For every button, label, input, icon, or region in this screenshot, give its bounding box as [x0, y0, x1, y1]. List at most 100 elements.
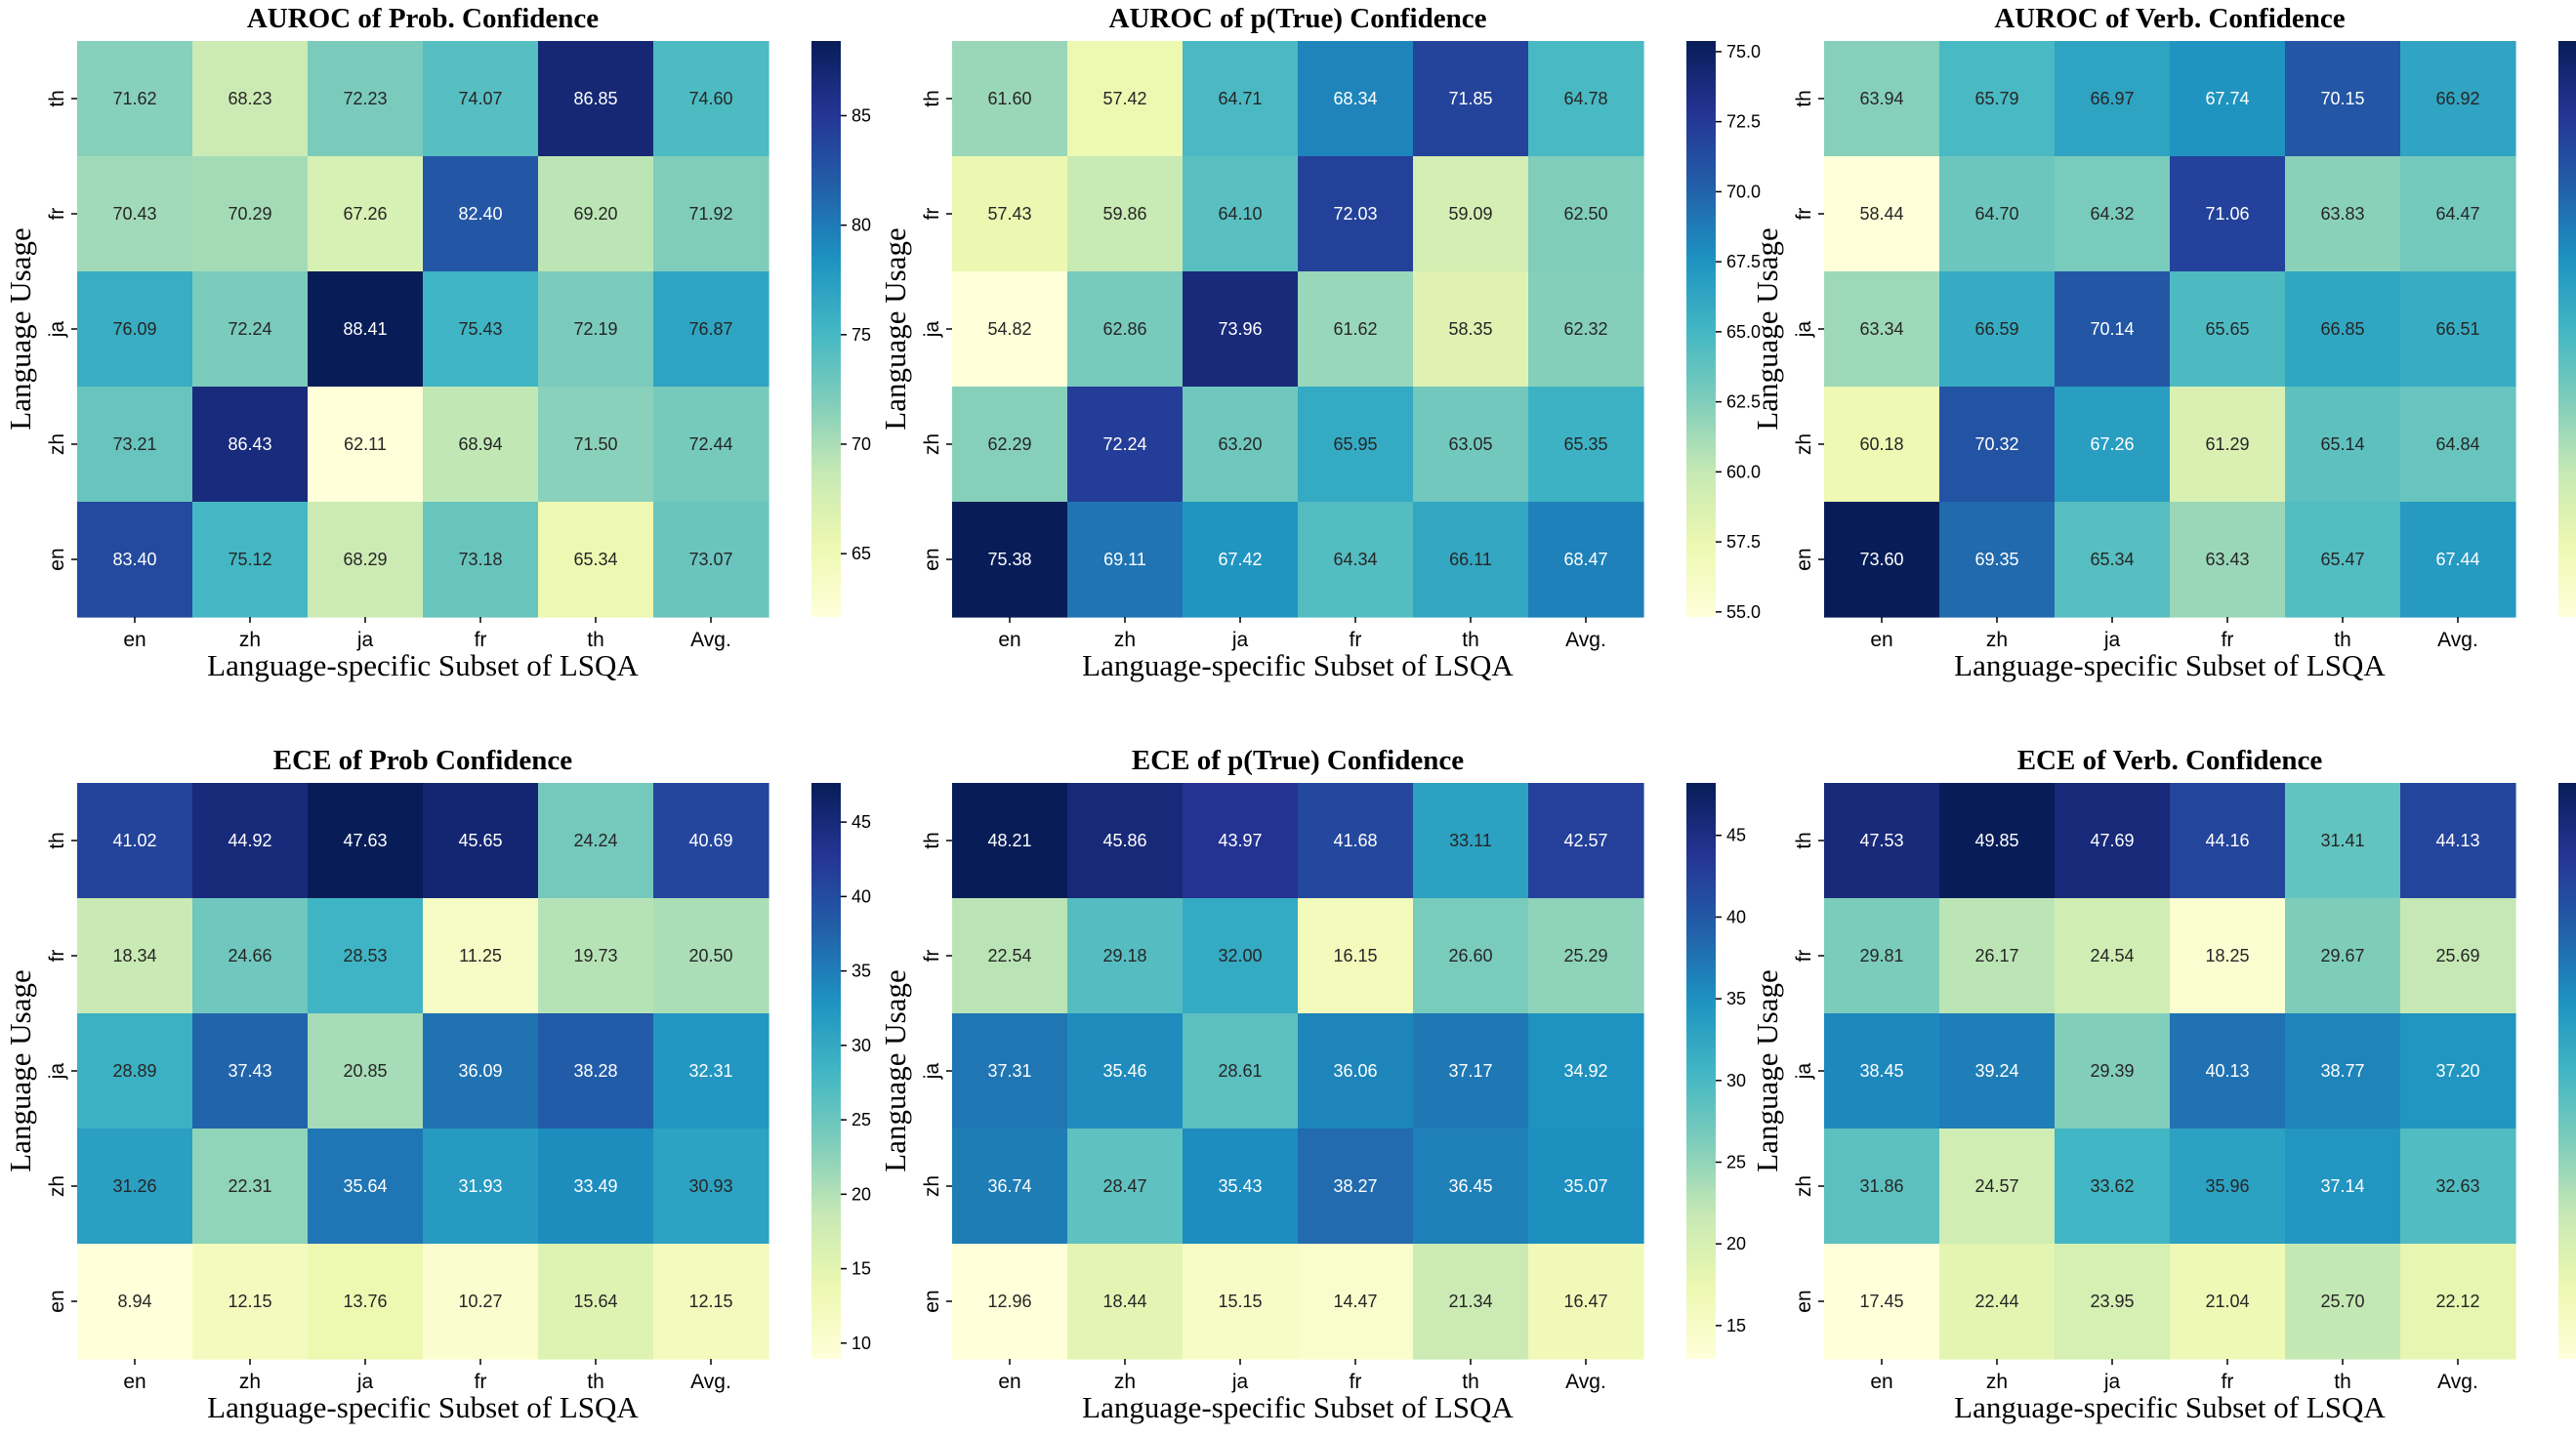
cell-value-label: 63.34 — [1859, 319, 1903, 339]
cell-value-label: 44.13 — [2435, 831, 2479, 850]
heatmap-cell — [308, 156, 424, 272]
cell-value-label: 86.85 — [573, 89, 617, 108]
heatmap-cell — [1824, 783, 1940, 899]
cell-value-label: 70.32 — [1974, 434, 2018, 454]
chart-title: AUROC of Verb. Confidence — [1994, 3, 2345, 34]
cell-value-label: 28.61 — [1218, 1061, 1262, 1081]
cell-value-label: 83.40 — [112, 550, 156, 569]
heatmap-cell — [2400, 1013, 2516, 1129]
heatmap-cell — [2170, 783, 2286, 899]
cell-value-label: 48.21 — [987, 831, 1031, 850]
colorbar-tick-label: 55.0 — [1726, 602, 1761, 622]
heatmap-cell — [423, 41, 539, 157]
cell-value-label: 67.26 — [2090, 434, 2134, 454]
cell-value-label: 66.97 — [2090, 89, 2134, 108]
cell-value-label: 12.96 — [987, 1292, 1031, 1311]
heatmap-cell — [538, 387, 654, 503]
cell-value-label: 64.78 — [1563, 89, 1607, 108]
y-tick-label: zh — [921, 433, 943, 455]
heatmap-cell — [308, 502, 424, 618]
colorbar-tick-label: 45 — [852, 812, 871, 832]
heatmap-cell — [2055, 502, 2171, 618]
y-tick-label: fr — [921, 208, 943, 221]
y-tick-label: zh — [1793, 1175, 1815, 1197]
cell-value-label: 65.95 — [1333, 434, 1377, 454]
heatmap-cell — [2055, 387, 2171, 503]
cell-value-label: 88.41 — [343, 319, 387, 339]
heatmap-cell — [1413, 387, 1529, 503]
heatmap-cell — [423, 1244, 539, 1360]
heatmap-cell — [653, 1013, 769, 1129]
cell-value-label: 66.59 — [1974, 319, 2018, 339]
heatmap-cell — [1824, 156, 1940, 272]
cell-value-label: 21.04 — [2205, 1292, 2249, 1311]
heatmap-cell — [1528, 271, 1644, 388]
cell-value-label: 31.41 — [2320, 831, 2364, 850]
heatmap-cell — [952, 271, 1068, 388]
y-axis-label: Language Usage — [878, 227, 912, 430]
heatmap-cell — [192, 41, 309, 157]
cell-value-label: 72.23 — [343, 89, 387, 108]
x-tick-label: zh — [239, 1371, 261, 1393]
cell-value-label: 66.92 — [2435, 89, 2479, 108]
heatmap-cell — [952, 1244, 1068, 1360]
cell-value-label: 20.50 — [688, 946, 732, 965]
heatmap-cell — [192, 1013, 309, 1129]
cell-value-label: 61.62 — [1333, 319, 1377, 339]
x-axis-label: Language-specific Subset of LSQA — [207, 648, 639, 682]
cell-value-label: 64.70 — [1974, 204, 2018, 224]
heatmap-cell — [77, 156, 193, 272]
y-tick-label: ja — [921, 1063, 943, 1081]
heatmap-cell — [2170, 271, 2286, 388]
cell-value-label: 86.43 — [228, 434, 271, 454]
heatmap-cell — [1528, 1244, 1644, 1360]
x-tick-label: Avg. — [1565, 629, 1606, 651]
heatmap-cell — [952, 41, 1068, 157]
cell-value-label: 18.44 — [1102, 1292, 1146, 1311]
colorbar-tick-label: 65 — [852, 544, 871, 563]
chart-title: AUROC of p(True) Confidence — [1109, 3, 1487, 34]
cell-value-label: 17.45 — [1859, 1292, 1903, 1311]
heatmap-cell — [423, 156, 539, 272]
y-tick-label: zh — [46, 1175, 68, 1197]
y-tick-label: fr — [46, 950, 68, 963]
colorbar-tick-label: 10 — [852, 1334, 871, 1353]
colorbar-tick-label: 30 — [852, 1036, 871, 1055]
cell-value-label: 72.19 — [573, 319, 617, 339]
heatmap-cell — [1939, 1129, 2056, 1245]
heatmap-cell — [2400, 898, 2516, 1014]
cell-value-label: 24.57 — [1974, 1176, 2018, 1196]
y-tick-label: en — [46, 548, 68, 570]
heatmap-panel-3: AUROC of Verb. Confidence 63.94 65.79 66.97… — [1750, 3, 2576, 682]
x-tick-label: zh — [1986, 1371, 2008, 1393]
cell-value-label: 21.34 — [1448, 1292, 1492, 1311]
cell-value-label: 38.45 — [1859, 1061, 1903, 1081]
x-tick-label: fr — [2222, 629, 2234, 651]
cell-value-label: 64.71 — [1218, 89, 1262, 108]
x-tick-label: en — [1870, 629, 1892, 651]
cell-value-label: 57.42 — [1102, 89, 1146, 108]
heatmap-cell — [192, 1244, 309, 1360]
heatmap-cell — [1939, 783, 2056, 899]
cell-value-label: 42.57 — [1563, 831, 1607, 850]
heatmap-cell — [1939, 502, 2056, 618]
y-tick-label: en — [921, 548, 943, 570]
heatmap-cell — [2055, 1013, 2171, 1129]
heatmap-cell — [2400, 783, 2516, 899]
cell-value-label: 28.53 — [343, 946, 387, 965]
cell-value-label: 72.24 — [1102, 434, 1146, 454]
heatmap-cell — [1183, 41, 1299, 157]
heatmap-cell — [1067, 156, 1184, 272]
cell-value-label: 75.43 — [458, 319, 502, 339]
cell-value-label: 62.11 — [344, 434, 387, 454]
heatmap-cell — [538, 1013, 654, 1129]
x-tick-label: zh — [239, 629, 261, 651]
heatmap-cell — [77, 1244, 193, 1360]
cell-value-label: 41.02 — [112, 831, 156, 850]
colorbar-tick-label: 15 — [1726, 1316, 1746, 1335]
colorbar-tick-label: 75.0 — [1726, 42, 1761, 62]
cell-value-label: 34.92 — [1563, 1061, 1607, 1081]
x-tick-label: fr — [1350, 1371, 1362, 1393]
cell-value-label: 59.86 — [1102, 204, 1146, 224]
heatmap-cell — [308, 1129, 424, 1245]
